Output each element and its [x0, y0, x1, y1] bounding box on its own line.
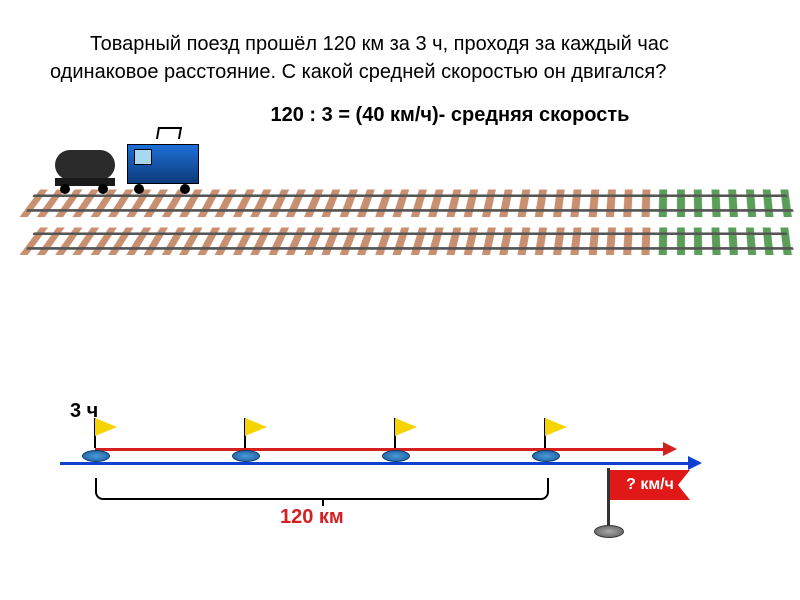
flag-marker — [230, 418, 260, 468]
distance-bracket — [95, 478, 549, 500]
solution-text: 120 : 3 = (40 км/ч)- средняя скорость — [150, 104, 750, 127]
answer-flag: ? км/ч — [605, 468, 705, 538]
track-row — [24, 227, 796, 255]
distance-label: 120 км — [280, 506, 344, 529]
freight-train — [50, 137, 202, 192]
flag-marker — [380, 418, 410, 468]
problem-text: Товарный поезд прошёл 120 км за 3 ч, про… — [50, 30, 750, 86]
number-line-diagram: 120 км ? км/ч — [60, 430, 700, 550]
locomotive — [122, 137, 202, 192]
train-scene — [50, 137, 750, 277]
flag-marker — [80, 418, 110, 468]
blue-arrow-line — [60, 462, 690, 465]
flag-marker — [530, 418, 560, 468]
answer-flag-label: ? км/ч — [610, 470, 690, 500]
tank-car — [50, 144, 120, 192]
railroad-tracks — [30, 187, 790, 277]
